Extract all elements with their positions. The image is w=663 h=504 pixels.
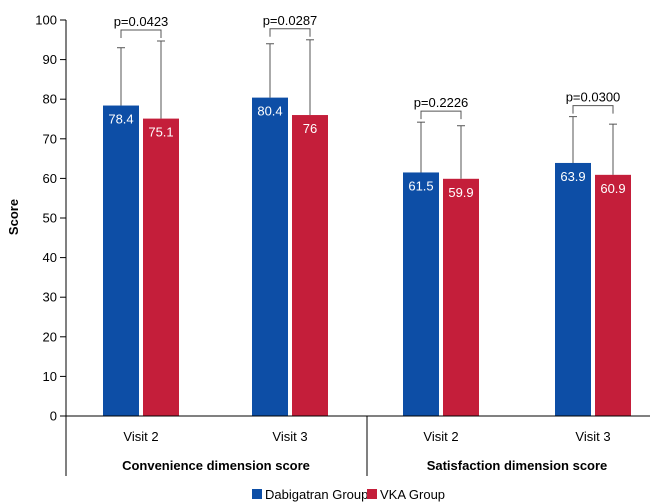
y-tick-label: 90 bbox=[43, 52, 57, 67]
significance-bracket bbox=[572, 105, 614, 114]
y-tick-label: 10 bbox=[43, 369, 57, 384]
y-tick-label: 60 bbox=[43, 171, 57, 186]
category-label: Visit 3 bbox=[272, 429, 307, 444]
category-label: Visit 3 bbox=[575, 429, 610, 444]
y-tick-label: 80 bbox=[43, 92, 57, 107]
bar-value-label: 61.5 bbox=[408, 178, 433, 193]
y-tick-label: 40 bbox=[43, 250, 57, 265]
bar-value-label: 78.4 bbox=[108, 112, 133, 127]
bar-value-label: 80.4 bbox=[257, 104, 282, 119]
bar-value-label: 76 bbox=[303, 121, 317, 136]
y-axis: 0 10 20 30 40 50 60 70 80 90 100 bbox=[35, 13, 67, 424]
p-value-label: p=0.2226 bbox=[414, 95, 469, 110]
bar-value-label: 60.9 bbox=[600, 181, 625, 196]
bar bbox=[443, 178, 479, 416]
category-label: Visit 2 bbox=[123, 429, 158, 444]
y-tick-label: 20 bbox=[43, 329, 57, 344]
significance-bracket bbox=[120, 29, 162, 38]
bar bbox=[555, 162, 591, 416]
y-tick-label: 70 bbox=[43, 131, 57, 146]
y-tick-label: 50 bbox=[43, 211, 57, 226]
bar bbox=[403, 172, 439, 416]
bar bbox=[292, 115, 328, 416]
legend: Dabigatran Group VKA Group bbox=[252, 487, 445, 502]
bar bbox=[252, 97, 288, 416]
p-value-label: p=0.0300 bbox=[566, 90, 621, 105]
bar bbox=[595, 174, 631, 416]
legend-label: VKA Group bbox=[380, 487, 445, 502]
legend-swatch bbox=[367, 489, 377, 499]
p-value-label: p=0.0287 bbox=[263, 13, 318, 28]
bar-value-label: 63.9 bbox=[560, 169, 585, 184]
bar-value-label: 59.9 bbox=[448, 185, 473, 200]
category-label: Visit 2 bbox=[423, 429, 458, 444]
bars: 78.4 75.1 p=0.0423 80.4 76 p=0.0287 61.5 59.9 p=… bbox=[103, 13, 631, 416]
y-tick-label: 100 bbox=[35, 13, 57, 28]
significance-bracket bbox=[269, 28, 311, 37]
bar-value-label: 75.1 bbox=[148, 125, 173, 140]
y-axis-title: Score bbox=[6, 199, 21, 235]
group-label: Satisfaction dimension score bbox=[427, 458, 608, 473]
bar bbox=[143, 118, 179, 416]
group-label: Convenience dimension score bbox=[122, 458, 310, 473]
p-value-label: p=0.0423 bbox=[114, 14, 169, 29]
y-tick-label: 30 bbox=[43, 290, 57, 305]
legend-swatch bbox=[252, 489, 262, 499]
bar bbox=[103, 105, 139, 416]
y-tick-label: 0 bbox=[50, 409, 57, 424]
x-axis: Convenience dimension score Visit 2 Visit … bbox=[65, 415, 650, 476]
legend-label: Dabigatran Group bbox=[265, 487, 368, 502]
significance-bracket bbox=[420, 110, 462, 120]
